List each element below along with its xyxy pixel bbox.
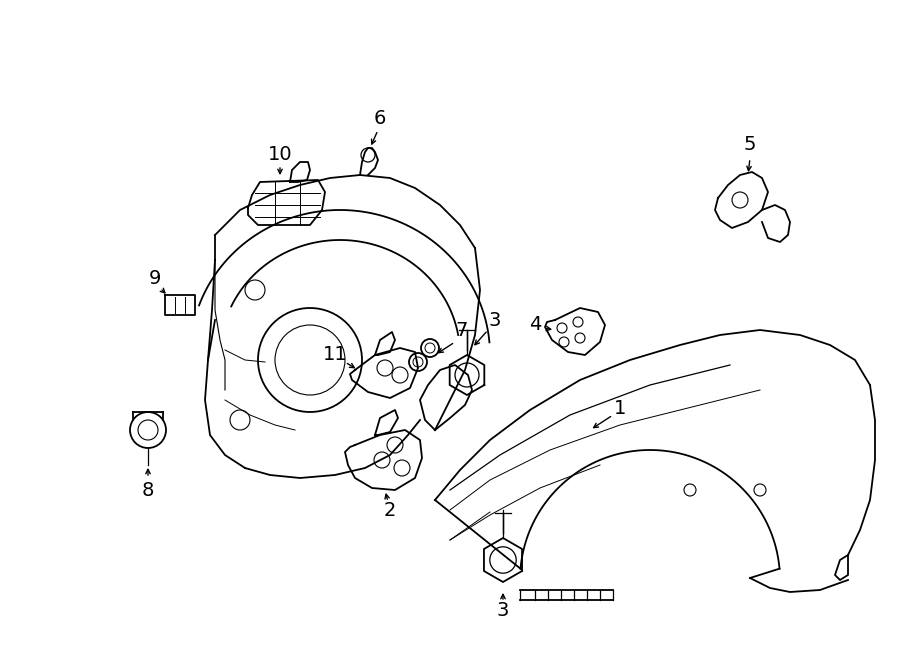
Text: 6: 6: [374, 108, 386, 128]
Text: 11: 11: [322, 346, 347, 364]
Text: 8: 8: [142, 481, 154, 500]
Text: 3: 3: [489, 311, 501, 329]
Text: 2: 2: [383, 500, 396, 520]
Text: 3: 3: [497, 600, 509, 619]
Text: 5: 5: [743, 136, 756, 155]
Text: 9: 9: [148, 268, 161, 288]
Text: 10: 10: [267, 145, 293, 165]
Text: 1: 1: [614, 399, 626, 418]
Text: 4: 4: [529, 315, 541, 334]
Text: 7: 7: [455, 321, 468, 340]
